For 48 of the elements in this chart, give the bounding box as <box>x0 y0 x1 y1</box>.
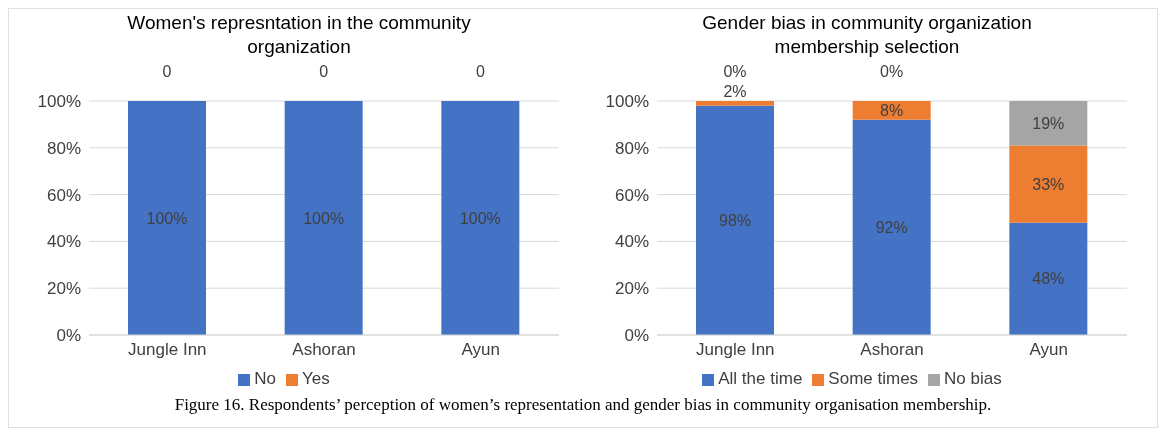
y-tick-label: 40% <box>614 232 649 252</box>
chart-title: Gender bias in community organization membership selection <box>701 11 1033 59</box>
y-tick-label: 20% <box>46 279 81 299</box>
data-label: 92% <box>875 218 908 236</box>
bar <box>1009 145 1088 223</box>
x-tick-label: Jungle Inn <box>696 340 775 360</box>
y-tick-label: 80% <box>46 138 81 158</box>
data-label: 0% <box>723 62 747 80</box>
y-tick-label: 80% <box>614 138 649 158</box>
data-label: 0 <box>162 62 172 80</box>
bar <box>1009 222 1088 335</box>
data-label: 33% <box>1032 175 1065 193</box>
y-tick-label: 100% <box>37 92 81 112</box>
y-tick-label: 0% <box>624 326 649 346</box>
data-label: 0 <box>319 62 329 80</box>
bar <box>1009 101 1088 146</box>
y-tick-label: 40% <box>46 232 81 252</box>
legend-label: Yes <box>302 369 330 388</box>
x-tick-label: Ayun <box>1029 340 1068 360</box>
data-label: 19% <box>1032 114 1065 132</box>
bar <box>696 101 774 106</box>
data-label: 0 <box>475 62 485 80</box>
legend-label: All the time <box>718 369 803 388</box>
data-label: 100% <box>146 209 188 227</box>
data-label: 8% <box>880 101 904 119</box>
data-label: 0% <box>880 62 904 80</box>
y-tick-label: 60% <box>46 185 81 205</box>
bar <box>696 105 774 335</box>
y-tick-label: 0% <box>56 326 81 346</box>
x-tick-label: Ashoran <box>860 340 924 360</box>
data-label: 100% <box>459 209 501 227</box>
y-tick-label: 60% <box>614 185 649 205</box>
legend-label: No <box>254 369 276 388</box>
x-tick-label: Jungle Inn <box>128 340 207 360</box>
y-tick-label: 100% <box>605 92 649 112</box>
y-tick-label: 20% <box>614 279 649 299</box>
bar <box>852 119 931 335</box>
data-label: 48% <box>1032 270 1065 288</box>
caption: Figure 16. Respondents’ perception of women’s representation and gender bias in community organisation membership. <box>173 395 993 415</box>
data-label: 100% <box>303 209 345 227</box>
legend-label: Some times <box>828 369 919 388</box>
data-label: 2% <box>723 82 747 100</box>
x-tick-label: Ayun <box>461 340 500 360</box>
legend-label: No bias <box>944 369 1002 388</box>
x-tick-label: Ashoran <box>292 340 356 360</box>
chart-title: Women's represntation in the community organization <box>126 11 472 59</box>
data-label: 98% <box>718 211 752 229</box>
bar <box>852 101 931 120</box>
